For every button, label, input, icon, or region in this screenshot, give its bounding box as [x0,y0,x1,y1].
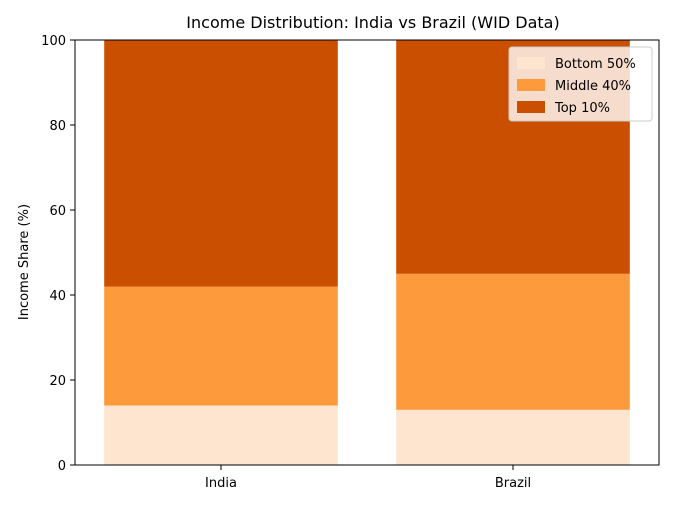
legend-swatch-0 [517,57,545,69]
legend: Bottom 50% Middle 40% Top 10% [508,46,653,122]
x-tick-label-india: India [205,476,237,491]
bar-india-series-1 [104,286,338,406]
legend-label-0: Bottom 50% [555,57,636,72]
y-tick-label-20: 20 [49,374,66,389]
x-axis: India Brazil [205,465,531,491]
legend-label-1: Middle 40% [555,79,631,94]
legend-label-2: Top 10% [554,101,610,116]
chart-title: Income Distribution: India vs Brazil (WI… [186,13,559,32]
bar-india-series-0 [104,405,338,465]
y-axis-label: Income Share (%) [17,204,32,320]
y-axis: 0 20 40 60 80 100 [41,34,75,474]
bar-india-series-2 [104,40,338,287]
bar-brazil-series-0 [396,409,630,466]
y-tick-label-100: 100 [41,34,66,49]
legend-swatch-1 [517,79,545,91]
y-tick-label-40: 40 [49,289,66,304]
y-tick-label-0: 0 [58,459,66,474]
bar-brazil-series-1 [396,273,630,410]
legend-swatch-2 [517,101,545,113]
y-tick-label-60: 60 [49,204,66,219]
x-tick-label-brazil: Brazil [495,476,531,491]
plot-frame [74,39,660,466]
y-tick-label-80: 80 [49,119,66,134]
